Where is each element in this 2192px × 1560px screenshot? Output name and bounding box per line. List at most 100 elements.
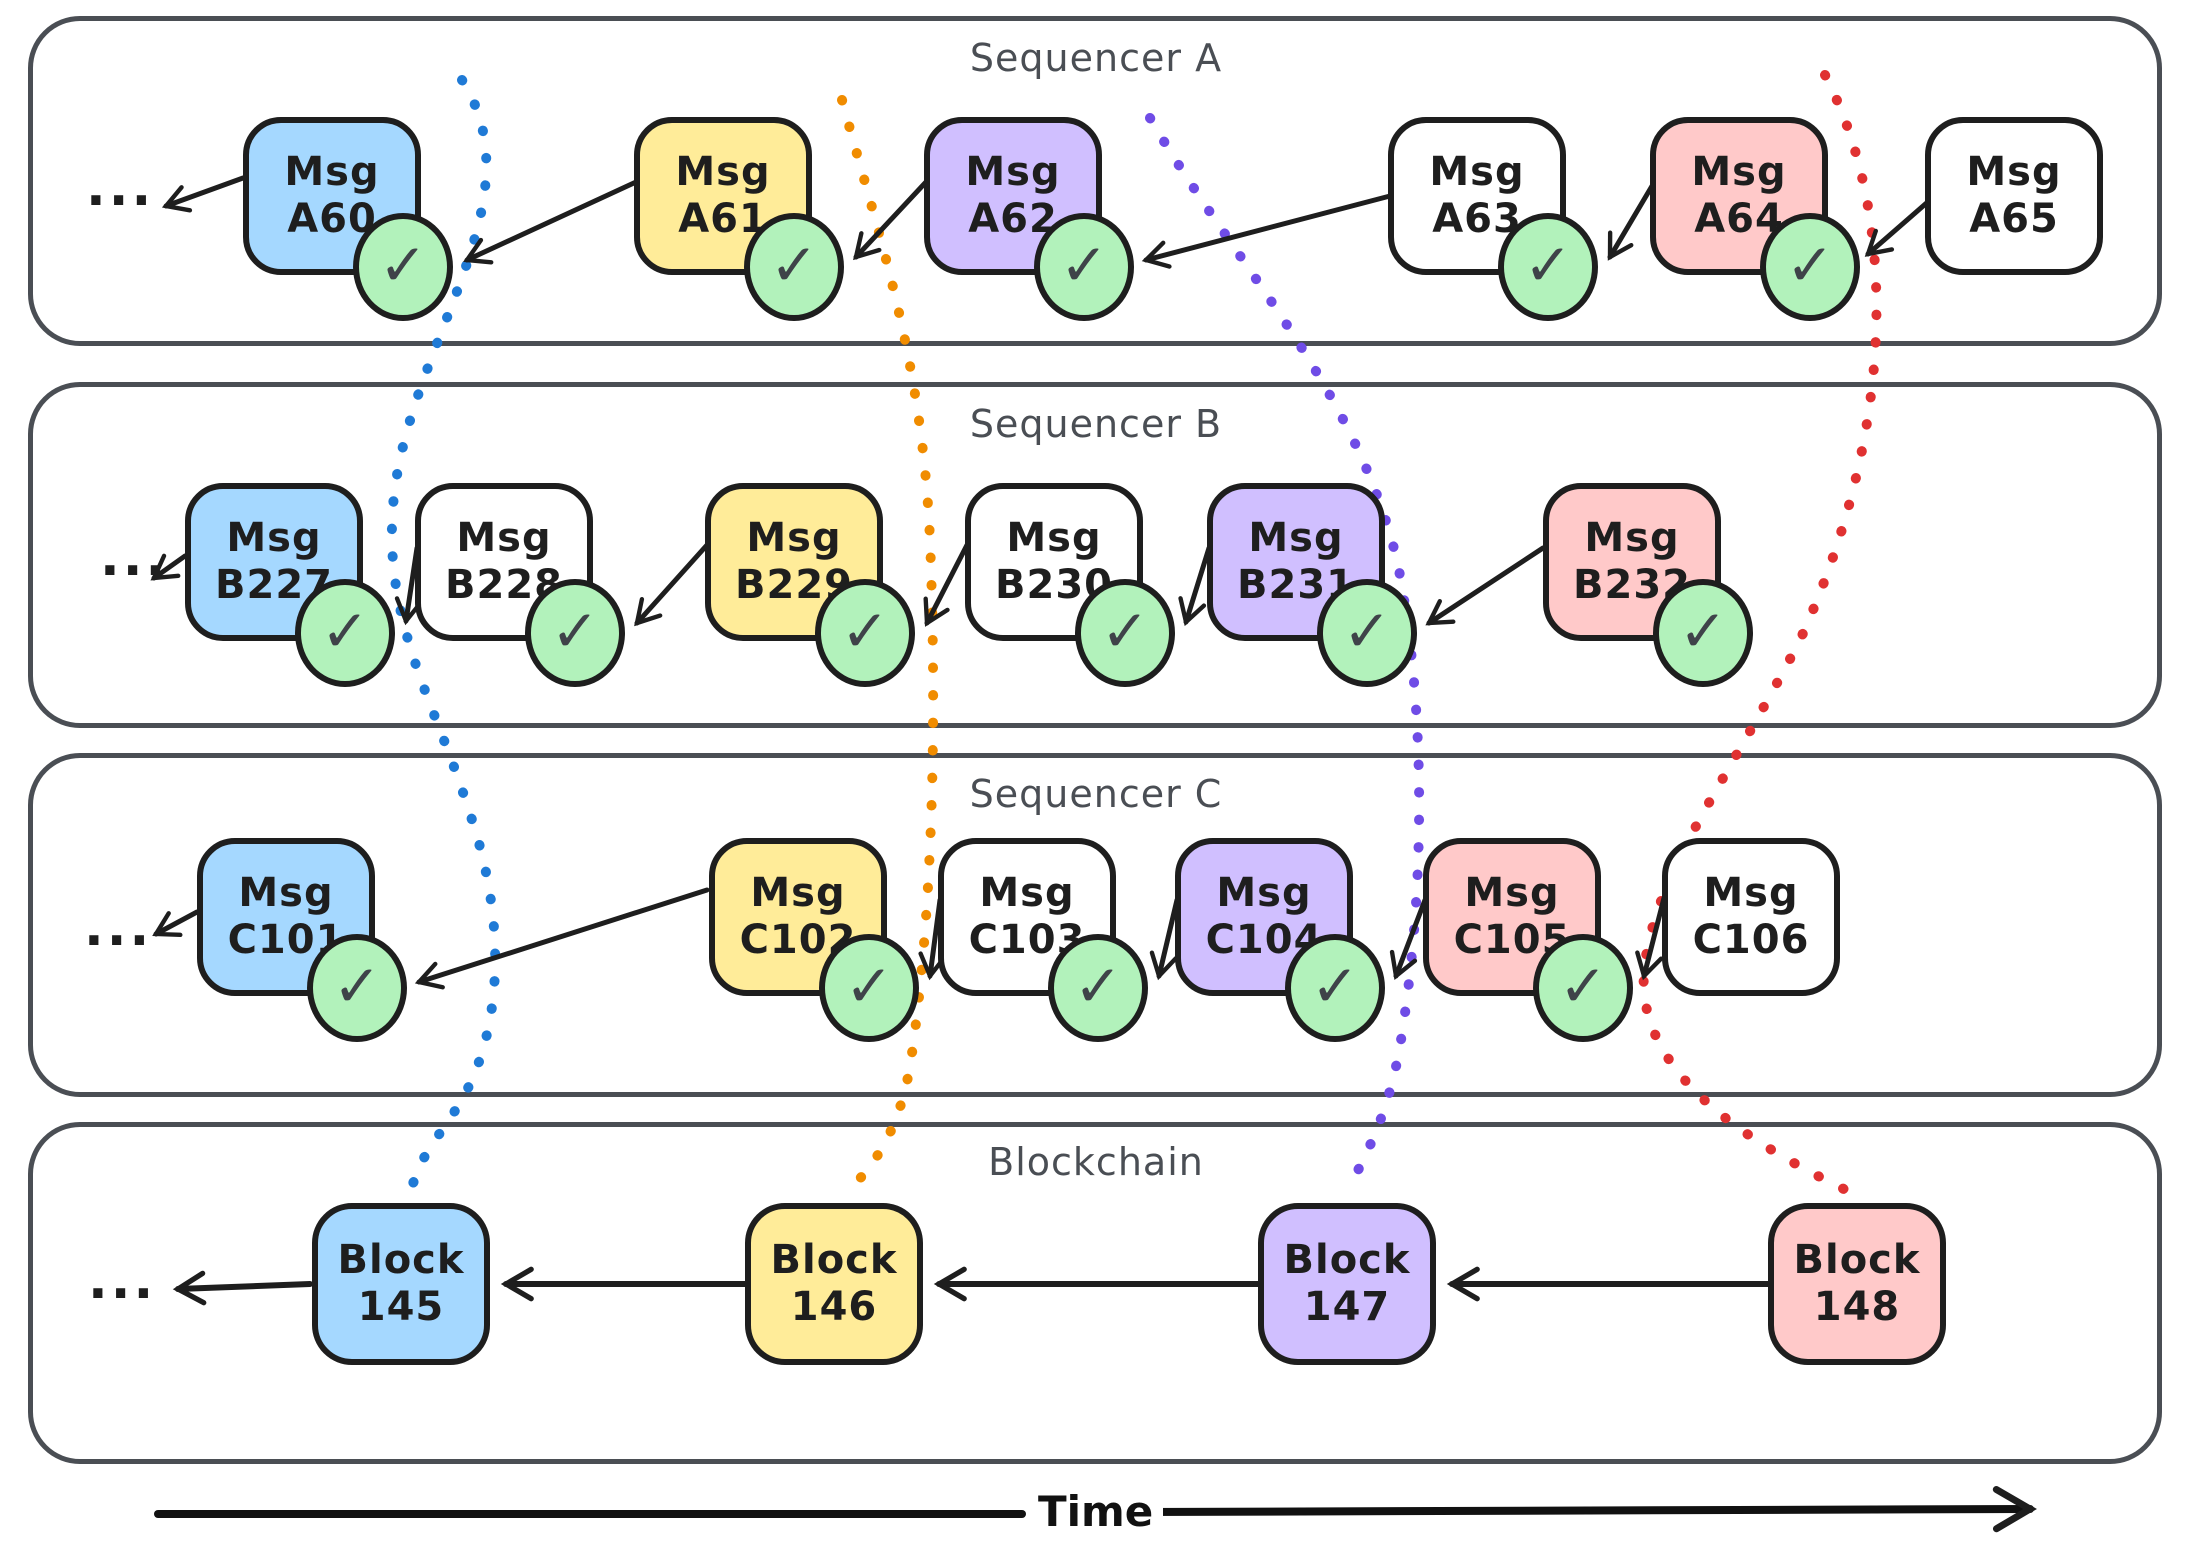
msg-id: A64: [1694, 196, 1784, 242]
time-axis-line-right: [1138, 1486, 2037, 1533]
msg-id: A62: [968, 196, 1058, 242]
msg-box-a65: Msg A65: [1925, 117, 2103, 275]
msg-id: A61: [678, 196, 768, 242]
arrow-a64-a63: [1607, 183, 1655, 261]
time-axis-label: Time: [1028, 1487, 1164, 1536]
checkmark-glyph: ✓: [550, 597, 600, 665]
msg-label: Msg: [226, 514, 322, 561]
block-label: Block: [1283, 1236, 1411, 1283]
msg-label: Msg: [675, 148, 771, 195]
ellipsis-sequencer-b: ...: [100, 528, 169, 588]
check-icon-a62: ✓: [1034, 213, 1134, 321]
msg-id: A65: [1969, 196, 2059, 242]
msg-label: Msg: [1691, 148, 1787, 195]
check-icon-a63: ✓: [1498, 213, 1598, 321]
arrow-block145-prev: [172, 1270, 313, 1306]
block-label: Block: [337, 1236, 465, 1283]
checkmark-glyph: ✓: [1558, 952, 1608, 1020]
dotted-link-block145-icon: [386, 75, 501, 1193]
checkmark-glyph: ✓: [1059, 231, 1109, 299]
arrow-a65-a64: [1864, 197, 1933, 257]
msg-box-b232: Msg B232: [1543, 483, 1721, 641]
msg-label: Msg: [1216, 869, 1312, 916]
msg-label: Msg: [1584, 514, 1680, 561]
lane-title-sequencer-c: Sequencer C: [969, 772, 1223, 816]
block-147: Block 147: [1258, 1203, 1436, 1365]
checkmark-glyph: ✓: [844, 952, 894, 1020]
check-icon-b231: ✓: [1317, 579, 1417, 687]
checkmark-glyph: ✓: [1100, 597, 1150, 665]
checkmark-glyph: ✓: [840, 597, 890, 665]
block-label: Block: [1793, 1236, 1921, 1283]
lane-blockchain: [28, 1122, 2162, 1464]
checkmark-glyph: ✓: [1785, 231, 1835, 299]
dotted-link-block148-icon: [1638, 70, 1882, 1197]
checkmark-glyph: ✓: [769, 231, 819, 299]
lane-sequencer-b: [28, 382, 2162, 728]
block-label: Block: [770, 1236, 898, 1283]
checkmark-glyph: ✓: [1678, 597, 1728, 665]
block-148: Block 148: [1768, 1203, 1946, 1365]
checkmark-glyph: ✓: [1073, 952, 1123, 1020]
arrow-b227-prev: [150, 553, 188, 581]
lane-sequencer-a: [28, 16, 2162, 346]
arrow-b231-b230: [1178, 545, 1212, 627]
checkmark-glyph: ✓: [1342, 597, 1392, 665]
arrow-b232-b231: [1425, 545, 1546, 626]
check-icon-c101: ✓: [307, 934, 407, 1042]
arrow-a62-a61: [853, 179, 929, 261]
check-icon-b228: ✓: [525, 579, 625, 687]
msg-label: Msg: [1006, 514, 1102, 561]
msg-label: Msg: [746, 514, 842, 561]
msg-label: Msg: [238, 869, 334, 916]
block-145: Block 145: [312, 1203, 490, 1365]
check-icon-c102: ✓: [819, 934, 919, 1042]
check-icon-c103: ✓: [1048, 934, 1148, 1042]
check-icon-b230: ✓: [1075, 579, 1175, 687]
msg-label: Msg: [1429, 148, 1525, 195]
msg-label: Msg: [979, 869, 1075, 916]
lane-title-sequencer-b: Sequencer B: [969, 402, 1223, 446]
check-icon-b232: ✓: [1653, 579, 1753, 687]
msg-label: Msg: [456, 514, 552, 561]
checkmark-glyph: ✓: [332, 952, 382, 1020]
arrow-b230-b229: [923, 542, 970, 627]
arrow-c102-c101: [414, 887, 710, 990]
arrow-a60-prev: [161, 175, 246, 213]
msg-id: A63: [1432, 196, 1522, 242]
msg-id: A60: [287, 196, 377, 242]
block-id: 148: [1813, 1284, 1901, 1330]
checkmark-glyph: ✓: [1523, 231, 1573, 299]
dotted-link-block147-icon: [1145, 113, 1425, 1197]
block-id: 146: [790, 1284, 878, 1330]
check-icon-b227: ✓: [295, 579, 395, 687]
block-id: 145: [357, 1284, 445, 1330]
ellipsis-sequencer-a: ...: [86, 158, 155, 218]
msg-label: Msg: [284, 148, 380, 195]
check-icon-a60: ✓: [353, 213, 453, 321]
arrow-a61-a60: [463, 179, 639, 265]
msg-box-c106: Msg C106: [1662, 838, 1840, 996]
arrow-c101-prev: [152, 909, 200, 938]
arrow-c104-c103: [1149, 897, 1180, 981]
arrow-c105-c104: [1389, 897, 1428, 981]
lane-title-sequencer-a: Sequencer A: [969, 36, 1223, 80]
msg-label: Msg: [1966, 148, 2062, 195]
msg-box-b227: Msg B227: [185, 483, 363, 641]
checkmark-glyph: ✓: [320, 597, 370, 665]
check-icon-a64: ✓: [1760, 213, 1860, 321]
checkmark-glyph: ✓: [1310, 952, 1360, 1020]
ellipsis-blockchain: ...: [88, 1251, 157, 1311]
arrow-a63-a62: [1141, 193, 1393, 269]
block-146: Block 146: [745, 1203, 923, 1365]
msg-label: Msg: [750, 869, 846, 916]
msg-label: Msg: [1248, 514, 1344, 561]
ellipsis-sequencer-c: ...: [84, 898, 153, 958]
msg-label: Msg: [1464, 869, 1560, 916]
check-icon-c105: ✓: [1533, 934, 1633, 1042]
lane-title-blockchain: Blockchain: [988, 1140, 1204, 1184]
block-id: 147: [1303, 1284, 1391, 1330]
check-icon-b229: ✓: [815, 579, 915, 687]
msg-label: Msg: [1703, 869, 1799, 916]
